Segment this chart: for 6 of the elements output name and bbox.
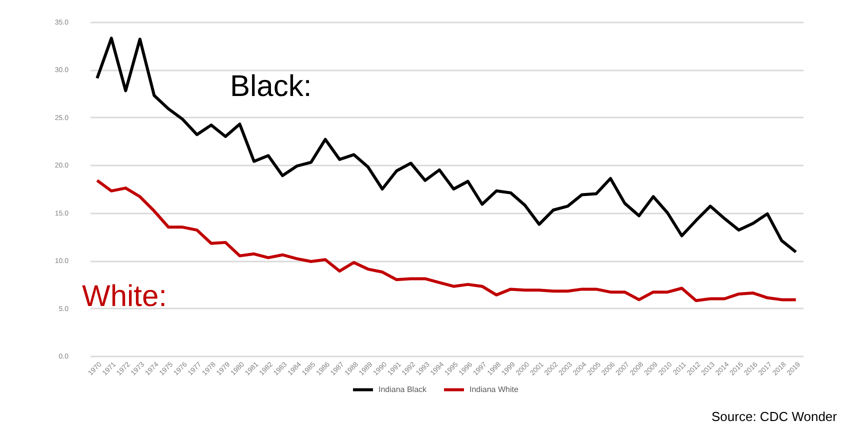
legend-label: Indiana White [470, 384, 519, 394]
line-series [96, 36, 798, 254]
annotation: White: [82, 280, 168, 313]
legend-label: Indiana Black [378, 384, 428, 394]
source-note: Source: CDC Wonder [712, 409, 838, 424]
annotation: Black: [230, 70, 312, 103]
